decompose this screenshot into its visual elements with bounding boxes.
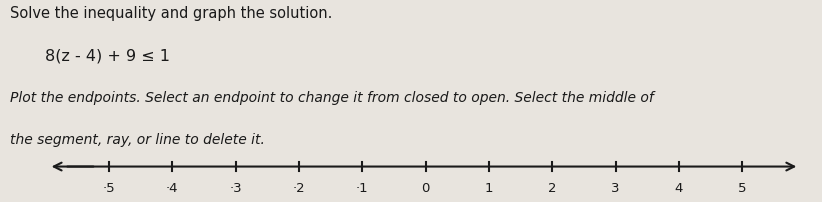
Text: the segment, ray, or line to delete it.: the segment, ray, or line to delete it. [10,133,265,147]
Text: ·5: ·5 [103,182,115,195]
Text: ·4: ·4 [166,182,178,195]
Text: 8(z - 4) + 9 ≤ 1: 8(z - 4) + 9 ≤ 1 [45,48,170,63]
Text: 1: 1 [485,182,493,195]
Text: Solve the inequality and graph the solution.: Solve the inequality and graph the solut… [10,6,332,21]
Text: ·2: ·2 [293,182,305,195]
Text: 4: 4 [675,182,683,195]
Text: ·1: ·1 [356,182,368,195]
Text: 5: 5 [738,182,746,195]
Text: ·3: ·3 [229,182,242,195]
Text: 0: 0 [422,182,430,195]
Text: 2: 2 [548,182,556,195]
Text: Plot the endpoints. Select an endpoint to change it from closed to open. Select : Plot the endpoints. Select an endpoint t… [10,91,653,105]
Text: 3: 3 [612,182,620,195]
